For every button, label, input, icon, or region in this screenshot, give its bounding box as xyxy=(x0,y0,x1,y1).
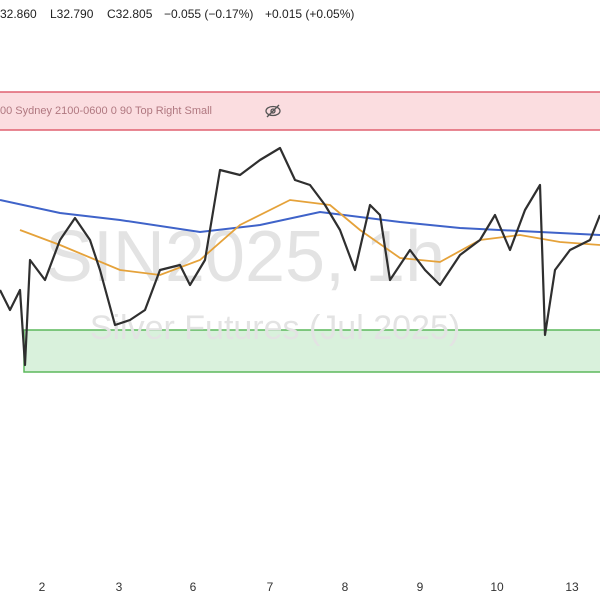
moving-average-fast xyxy=(19,199,600,276)
x-axis-label: 7 xyxy=(267,580,274,594)
x-axis-label: 6 xyxy=(190,580,197,594)
header: 32.860 L32.790 C32.805 −0.055 (−0.17%) +… xyxy=(0,7,354,21)
x-axis-label: 8 xyxy=(342,580,349,594)
session-label: 00 Sydney 2100-0600 0 90 Top Right Small xyxy=(0,105,212,117)
session-box xyxy=(0,91,600,131)
x-axis-label: 9 xyxy=(417,580,424,594)
x-axis: 2 3 6 7 8 9 10 13 xyxy=(39,580,579,594)
watermark-name: Silver Futures (Jul 2025) xyxy=(90,309,460,347)
x-axis-label: 3 xyxy=(116,580,123,594)
x-axis-label: 10 xyxy=(490,580,504,594)
x-axis-label: 13 xyxy=(565,580,579,594)
change-value: −0.055 (−0.17%) xyxy=(164,7,253,21)
watermark-symbol: SIN2025, 1h xyxy=(45,217,445,297)
support-zone xyxy=(23,329,600,373)
close-value: C32.805 xyxy=(107,7,153,21)
extra-value: +0.015 (+0.05%) xyxy=(265,7,354,21)
high-value: 32.860 xyxy=(0,7,37,21)
moving-average-slow xyxy=(0,199,600,236)
x-axis-label: 2 xyxy=(39,580,46,594)
low-value: L32.790 xyxy=(50,7,94,21)
hide-icon[interactable] xyxy=(265,104,281,118)
price-candles xyxy=(0,146,600,367)
